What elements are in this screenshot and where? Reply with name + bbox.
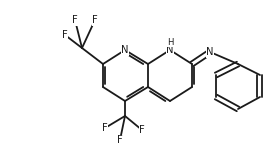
Text: F: F	[72, 15, 78, 25]
Text: N: N	[206, 47, 214, 57]
Text: H: H	[167, 38, 173, 47]
Text: N: N	[121, 45, 129, 55]
Text: N: N	[166, 45, 174, 55]
Text: F: F	[92, 15, 98, 25]
Text: F: F	[102, 123, 108, 133]
Text: F: F	[117, 135, 123, 145]
Text: F: F	[139, 125, 145, 135]
Text: F: F	[62, 30, 68, 40]
